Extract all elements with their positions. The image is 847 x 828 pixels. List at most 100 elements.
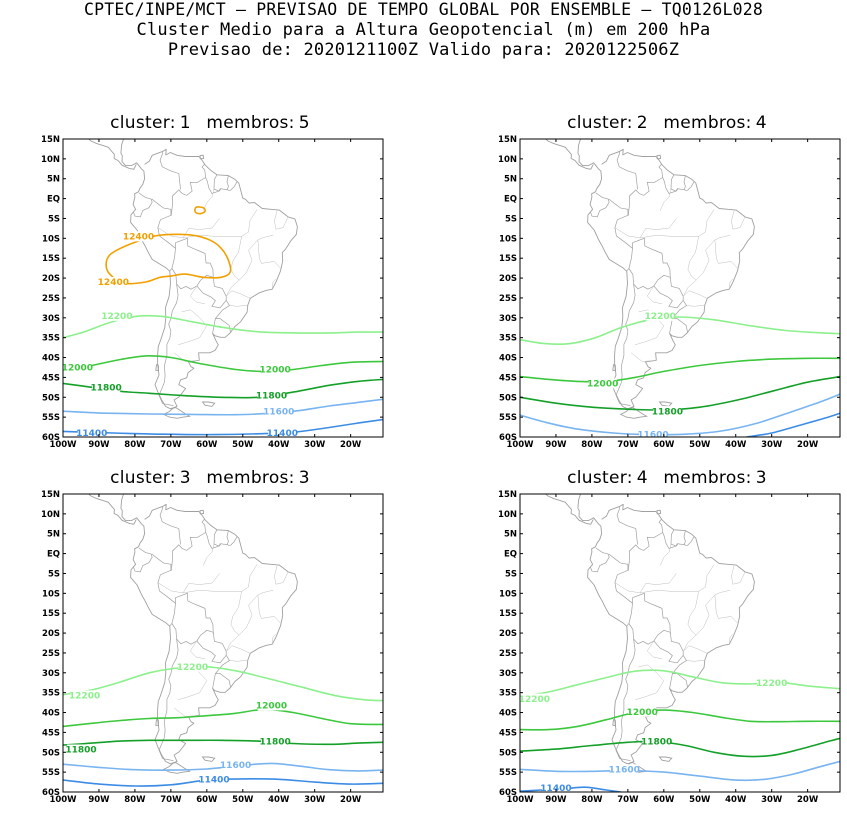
country-border bbox=[675, 175, 686, 192]
contour-label-bg bbox=[264, 406, 293, 417]
state-border bbox=[226, 290, 251, 299]
plot-frame bbox=[62, 138, 384, 438]
lat-label: 40S bbox=[42, 354, 60, 364]
island-chiloe bbox=[155, 719, 160, 727]
state-border bbox=[682, 239, 716, 297]
country-border bbox=[638, 519, 664, 551]
island-trinidad bbox=[199, 509, 205, 515]
contour-label-bg bbox=[257, 390, 286, 401]
island-hispaniola bbox=[612, 120, 634, 127]
contour-label-bg bbox=[63, 362, 92, 373]
contour-label-11400: 11400 bbox=[76, 429, 107, 439]
country-border bbox=[151, 553, 176, 627]
lat-label: 50S bbox=[499, 393, 517, 403]
country-border bbox=[684, 181, 695, 191]
lat-label: 5S bbox=[505, 569, 517, 579]
plot-frame bbox=[62, 493, 384, 793]
island-jamaica bbox=[141, 125, 148, 128]
contour-12000 bbox=[63, 708, 383, 728]
contour-label-bg bbox=[520, 693, 549, 704]
contour-label-bg bbox=[268, 428, 297, 437]
contour-11600 bbox=[520, 760, 840, 782]
country-border bbox=[213, 529, 220, 547]
panel-title: cluster: 1 membros: 5 bbox=[0, 113, 420, 133]
lon-label: 100W bbox=[506, 440, 534, 450]
state-border bbox=[614, 227, 706, 239]
state-border bbox=[230, 236, 242, 281]
lat-label: 40S bbox=[499, 354, 517, 364]
lat-label: 55S bbox=[42, 413, 60, 423]
contour-label-bg bbox=[92, 382, 121, 393]
coastline-south-america bbox=[577, 139, 755, 410]
country-border bbox=[212, 318, 216, 334]
contour-label-bg bbox=[70, 690, 99, 701]
members-label: membros: bbox=[206, 113, 295, 133]
lon-label: 60W bbox=[196, 440, 218, 450]
lon-label: 40W bbox=[268, 795, 290, 805]
island-hispaniola bbox=[612, 475, 634, 482]
lon-label: 40W bbox=[725, 440, 747, 450]
header-line-1: CPTEC/INPE/MCT — PREVISAO DE TEMPO GLOBA… bbox=[84, 0, 763, 19]
lon-label: 80W bbox=[124, 795, 146, 805]
contour-label-11800: 11800 bbox=[652, 407, 683, 417]
geopotential-map: 12200 12200 12000 11800 11800 11600 11400 15N 10… bbox=[41, 490, 384, 805]
members-label: membros: bbox=[206, 468, 295, 488]
map-layer: 12200 12200 12000 11800 11800 11600 11400 bbox=[63, 475, 383, 787]
state-border bbox=[189, 640, 206, 660]
island-chiloe bbox=[612, 719, 617, 727]
cluster-label: cluster: bbox=[567, 113, 633, 133]
lon-label: 100W bbox=[49, 440, 77, 450]
country-border bbox=[215, 673, 231, 688]
contour-label-bg bbox=[178, 661, 207, 672]
panel-title: cluster: 3 membros: 3 bbox=[0, 468, 420, 488]
country-border bbox=[590, 192, 610, 218]
state-border bbox=[248, 564, 258, 588]
cluster-number: 1 bbox=[179, 113, 191, 133]
state-border bbox=[173, 352, 200, 362]
contour-label-12200: 12200 bbox=[645, 312, 676, 322]
contour-label-bg bbox=[77, 428, 106, 437]
contour-label-bg bbox=[261, 736, 290, 747]
lon-label: 50W bbox=[689, 440, 711, 450]
lat-label: 15S bbox=[499, 609, 517, 619]
state-border bbox=[274, 565, 289, 585]
island-hispaniola bbox=[155, 475, 177, 482]
lat-label: 5N bbox=[504, 530, 517, 540]
lat-label: 10S bbox=[499, 234, 517, 244]
state-border bbox=[705, 209, 715, 233]
island-puerto-rico bbox=[638, 125, 644, 127]
state-border bbox=[229, 304, 248, 307]
lon-label: 30W bbox=[304, 440, 326, 450]
lat-label: 45S bbox=[42, 373, 60, 383]
contour-label-12200: 12200 bbox=[519, 695, 550, 705]
country-border bbox=[175, 592, 214, 634]
island-cuba bbox=[117, 107, 156, 120]
contour-label-11800: 11800 bbox=[65, 746, 96, 756]
country-border bbox=[590, 547, 610, 573]
lon-label: 20W bbox=[340, 795, 362, 805]
contour-label-bg bbox=[200, 774, 229, 785]
coastline-central-america bbox=[544, 494, 594, 525]
header-line-3: Previsao de: 2020121100Z Valido para: 20… bbox=[167, 40, 680, 60]
contour-12200 bbox=[63, 314, 383, 339]
lat-label: 50S bbox=[42, 393, 60, 403]
country-border bbox=[672, 318, 688, 333]
members-number: 3 bbox=[755, 468, 767, 488]
lat-label: 15N bbox=[498, 135, 517, 145]
lon-label: 90W bbox=[88, 440, 110, 450]
country-border bbox=[670, 174, 677, 192]
lat-label: 10S bbox=[42, 589, 60, 599]
island-hispaniola bbox=[155, 120, 177, 127]
contour-11400 bbox=[520, 786, 621, 792]
country-border bbox=[628, 623, 671, 645]
island-jamaica bbox=[141, 480, 148, 483]
country-border bbox=[669, 277, 684, 301]
contour-11800 bbox=[520, 375, 840, 411]
contour-label-bg bbox=[102, 310, 131, 321]
country-border bbox=[215, 300, 230, 319]
lon-label: 80W bbox=[124, 440, 146, 450]
contour-label-12400: 12400 bbox=[123, 233, 154, 243]
cluster-label: cluster: bbox=[567, 468, 633, 488]
state-border bbox=[257, 234, 282, 270]
island-falklands bbox=[201, 756, 216, 762]
